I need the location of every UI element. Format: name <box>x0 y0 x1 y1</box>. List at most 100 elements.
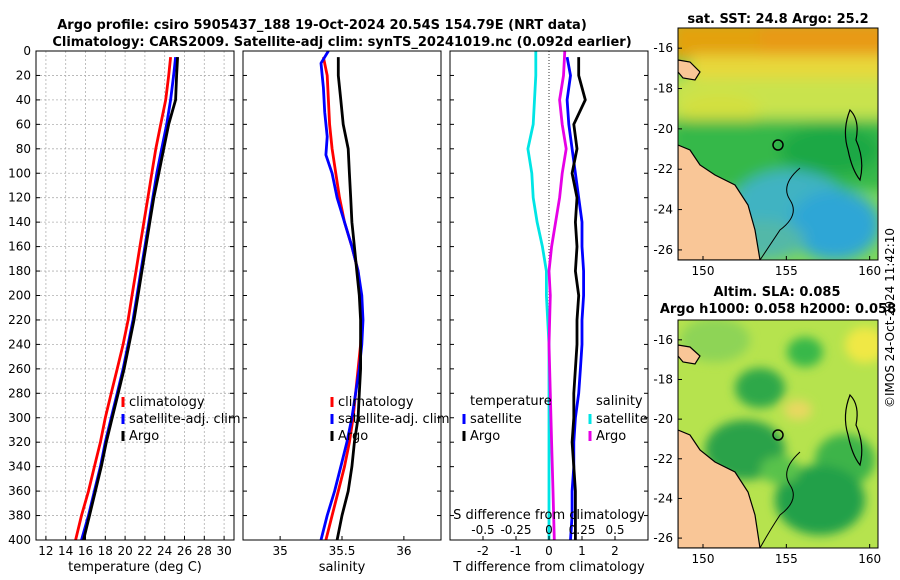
y-tick-label: 400 <box>8 533 31 547</box>
legend-label: satellite-adj. clim <box>129 412 241 427</box>
sst-map: sat. SST: 24.8 Argo: 25.2 150 155 160 <box>653 12 881 278</box>
legend-label: satellite <box>596 412 648 427</box>
map-x-tick-label: 150 <box>692 552 715 566</box>
map-x-tick-label: 150 <box>692 264 715 278</box>
x-tick-label: 12 <box>38 544 53 558</box>
y-tick-label: 300 <box>8 411 31 425</box>
x-axis-label: temperature (deg C) <box>68 560 202 575</box>
sla-map-title-line2: Argo h1000: 0.058 h2000: 0.058 <box>660 302 896 317</box>
legend-salinity-title: salinity <box>596 394 643 409</box>
s-difference-tick-label: 0.25 <box>569 523 596 537</box>
x-tick-label: 35.5 <box>329 544 356 558</box>
series-line-salinity-satellite <box>526 51 551 540</box>
y-tick-label: 160 <box>8 240 31 254</box>
sla-map: Altim. SLA: 0.085 Argo h1000: 0.058 h200… <box>653 285 896 566</box>
x-axis-label: salinity <box>319 560 366 575</box>
map-y-tick-label: -24 <box>653 203 673 217</box>
y-tick-label: 380 <box>8 509 31 523</box>
legend-temperature-title: temperature <box>470 394 552 409</box>
series-line-climatology <box>74 56 172 540</box>
map-y-tick-label: -20 <box>653 412 673 426</box>
sla-map-frame <box>677 319 879 549</box>
sst-argo-position-marker <box>772 139 784 151</box>
y-tick-label: 220 <box>8 313 31 327</box>
x-tick-label: 16 <box>78 544 93 558</box>
series-line-satellite-adj-clim <box>319 51 365 540</box>
y-tick-label: 240 <box>8 337 31 351</box>
difference-panel: -2 -1 0 1 2 T difference from climatology temp… <box>449 50 649 575</box>
x-tick-label: 14 <box>58 544 73 558</box>
x-tick-label: 30 <box>216 544 231 558</box>
sst-map-title: sat. SST: 24.8 Argo: 25.2 <box>687 12 868 27</box>
x-tick-label: 1 <box>578 544 586 558</box>
map-y-tick-label: -26 <box>653 243 673 257</box>
s-difference-tick-label: -0.5 <box>471 523 494 537</box>
map-y-tick-label: -22 <box>653 452 673 466</box>
map-y-tick-label: -24 <box>653 491 673 505</box>
figure-title-line1: Argo profile: csiro 5905437_188 19-Oct-2… <box>57 18 587 33</box>
x-tick-label: -1 <box>510 544 522 558</box>
s-difference-tick-label: 0.5 <box>605 523 624 537</box>
sst-shelf-contour <box>759 167 801 260</box>
y-tick-label: 140 <box>8 215 31 229</box>
map-y-tick-label: -18 <box>653 372 673 386</box>
figure-title-line2: Climatology: CARS2009. Satellite-adj cli… <box>52 35 631 50</box>
s-difference-axis-label: S difference from climatology <box>453 508 645 523</box>
x-tick-label: 22 <box>137 544 152 558</box>
y-tick-label: 40 <box>16 93 31 107</box>
map-x-tick-label: 155 <box>775 552 798 566</box>
x-tick-label: 20 <box>117 544 132 558</box>
series-line-satellite-adj-clim <box>80 56 177 540</box>
x-tick-label: 24 <box>157 544 172 558</box>
y-tick-label: 340 <box>8 460 31 474</box>
y-tick-label: 360 <box>8 484 31 498</box>
sst-map-frame <box>677 27 879 261</box>
sla-map-title-line1: Altim. SLA: 0.085 <box>714 285 841 300</box>
s-difference-tick-label: 0 <box>545 523 553 537</box>
x-tick-label: 28 <box>197 544 212 558</box>
y-tick-label: 100 <box>8 166 31 180</box>
sla-land-north <box>678 344 701 365</box>
sst-land-australia <box>678 144 761 260</box>
series-line-climatology <box>322 56 364 540</box>
x-tick-label: 35 <box>272 544 287 558</box>
sla-shelf-contour <box>759 451 801 548</box>
legend-label: Argo <box>129 429 159 444</box>
series-line-salinity-argo <box>547 51 568 540</box>
map-x-tick-label: 160 <box>858 264 881 278</box>
legend-label: satellite-adj. clim <box>338 412 450 427</box>
imos-watermark: ©IMOS 24-Oct-2024 11:42:10 <box>883 228 897 408</box>
y-tick-label: 120 <box>8 191 31 205</box>
x-tick-label: -2 <box>477 544 489 558</box>
map-x-tick-label: 155 <box>775 264 798 278</box>
y-tick-label: 200 <box>8 289 31 303</box>
legend-label: Argo <box>338 429 368 444</box>
series-line-temperature-argo <box>570 57 587 540</box>
temperature-panel: 12 14 16 18 20 22 24 26 28 30 temperature (deg C) 0… <box>8 44 241 575</box>
sla-reef-outline <box>844 393 863 467</box>
y-tick-label: 280 <box>8 386 31 400</box>
map-y-tick-label: -20 <box>653 122 673 136</box>
x-tick-label: 18 <box>98 544 113 558</box>
legend-label: Argo <box>596 429 626 444</box>
x-tick-label: 26 <box>177 544 192 558</box>
x-axis-label: T difference from climatology <box>452 560 645 575</box>
legend-label: climatology <box>129 395 205 410</box>
series-line-argo <box>82 57 179 540</box>
map-y-tick-label: -16 <box>653 41 673 55</box>
sla-land-australia <box>678 429 761 548</box>
map-y-tick-label: -22 <box>653 162 673 176</box>
y-tick-label: 320 <box>8 435 31 449</box>
salinity-panel: 35 35.5 36 salinity climatology satellite-adj… <box>242 50 450 575</box>
y-tick-label: 260 <box>8 362 31 376</box>
y-tick-label: 80 <box>16 142 31 156</box>
x-tick-label: 2 <box>611 544 619 558</box>
sst-reef-outline <box>844 108 863 182</box>
y-tick-label: 60 <box>16 117 31 131</box>
y-tick-label: 0 <box>23 44 31 58</box>
series-line-argo <box>335 57 363 540</box>
legend-label: satellite <box>470 412 522 427</box>
map-y-tick-label: -18 <box>653 82 673 96</box>
map-y-tick-label: -16 <box>653 333 673 347</box>
